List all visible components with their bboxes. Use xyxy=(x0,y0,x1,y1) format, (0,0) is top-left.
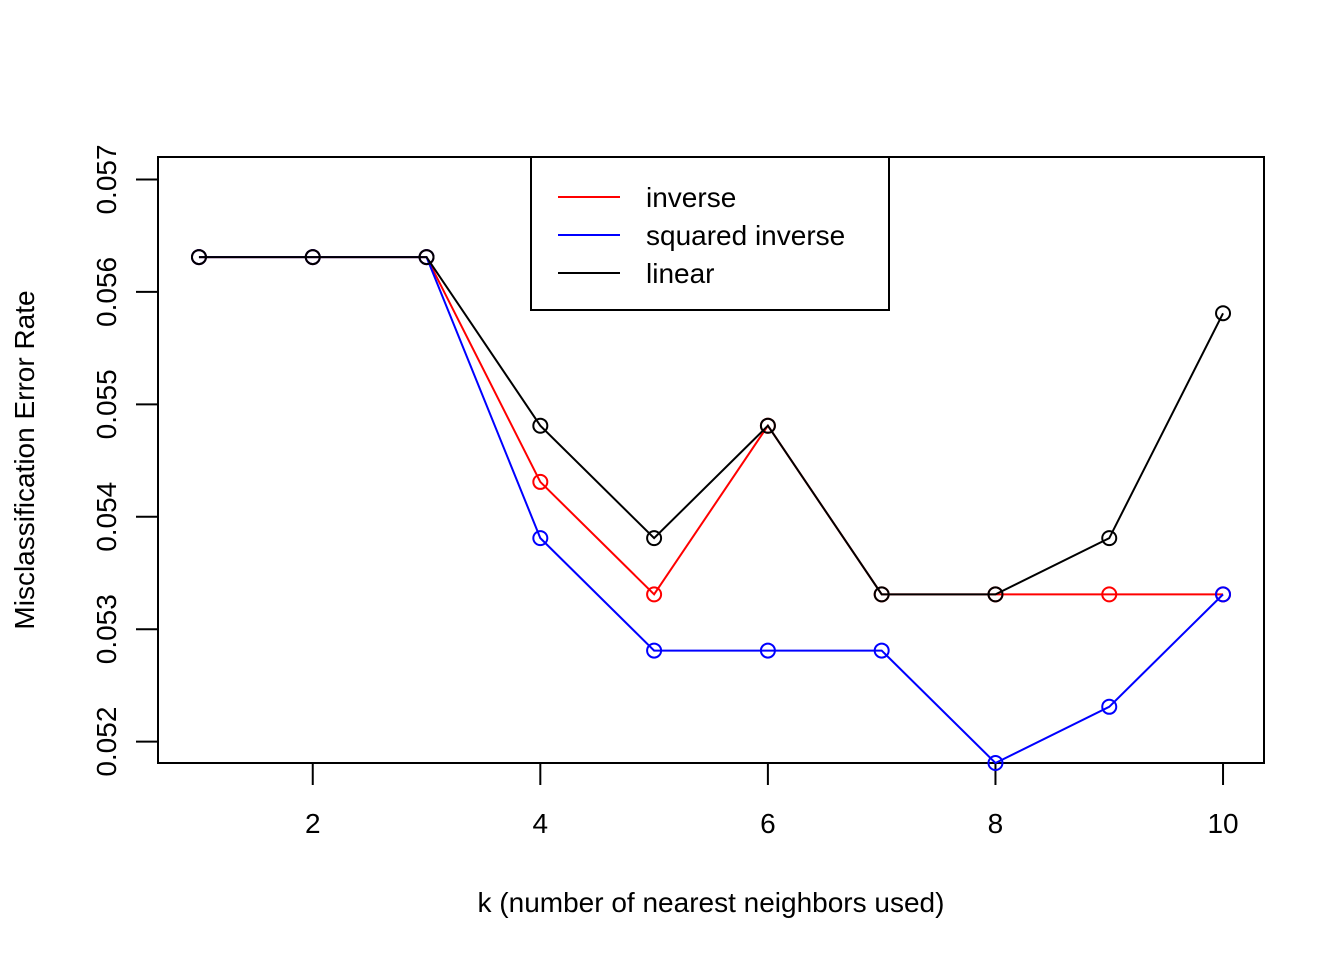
data-point xyxy=(1215,305,1232,322)
data-point xyxy=(190,249,207,266)
data-point xyxy=(1215,586,1232,603)
data-point xyxy=(873,642,890,659)
x-tick-label: 6 xyxy=(760,808,776,839)
data-point xyxy=(532,530,549,547)
data-point xyxy=(759,642,776,659)
data-point xyxy=(646,586,663,603)
y-tick-label: 0.055 xyxy=(91,369,122,439)
x-axis: 2 4 6 8 10 xyxy=(305,762,1239,839)
legend-label: linear xyxy=(646,258,714,289)
legend-label: squared inverse xyxy=(646,220,845,251)
x-tick-label: 2 xyxy=(305,808,321,839)
data-point xyxy=(1101,530,1118,547)
data-point xyxy=(532,473,549,490)
legend-label: inverse xyxy=(646,182,736,213)
y-tick-label: 0.052 xyxy=(91,707,122,777)
x-tick-label: 10 xyxy=(1207,808,1238,839)
data-point xyxy=(987,755,1004,771)
data-point xyxy=(1101,586,1118,603)
data-point xyxy=(646,530,663,547)
legend-box xyxy=(530,156,890,311)
y-axis-label: Misclassification Error Rate xyxy=(9,290,40,629)
y-tick-label: 0.054 xyxy=(91,482,122,552)
data-point xyxy=(1101,698,1118,715)
series-line-linear xyxy=(198,256,1224,596)
legend: inverse squared inverse linear xyxy=(530,156,890,311)
x-axis-label: k (number of nearest neighbors used) xyxy=(478,887,945,918)
data-point xyxy=(418,249,435,266)
series-linear xyxy=(190,249,1232,603)
data-point xyxy=(987,586,1004,603)
y-axis: 0.052 0.053 0.054 0.055 0.056 0.057 xyxy=(91,144,159,777)
x-tick-label: 8 xyxy=(988,808,1004,839)
series-layer xyxy=(190,249,1232,771)
data-point xyxy=(304,249,321,266)
data-point xyxy=(759,417,776,434)
data-point xyxy=(532,417,549,434)
data-point xyxy=(873,586,890,603)
y-tick-label: 0.057 xyxy=(91,144,122,214)
y-tick-label: 0.056 xyxy=(91,257,122,327)
data-point xyxy=(646,642,663,659)
x-tick-label: 4 xyxy=(533,808,549,839)
y-tick-label: 0.053 xyxy=(91,594,122,664)
